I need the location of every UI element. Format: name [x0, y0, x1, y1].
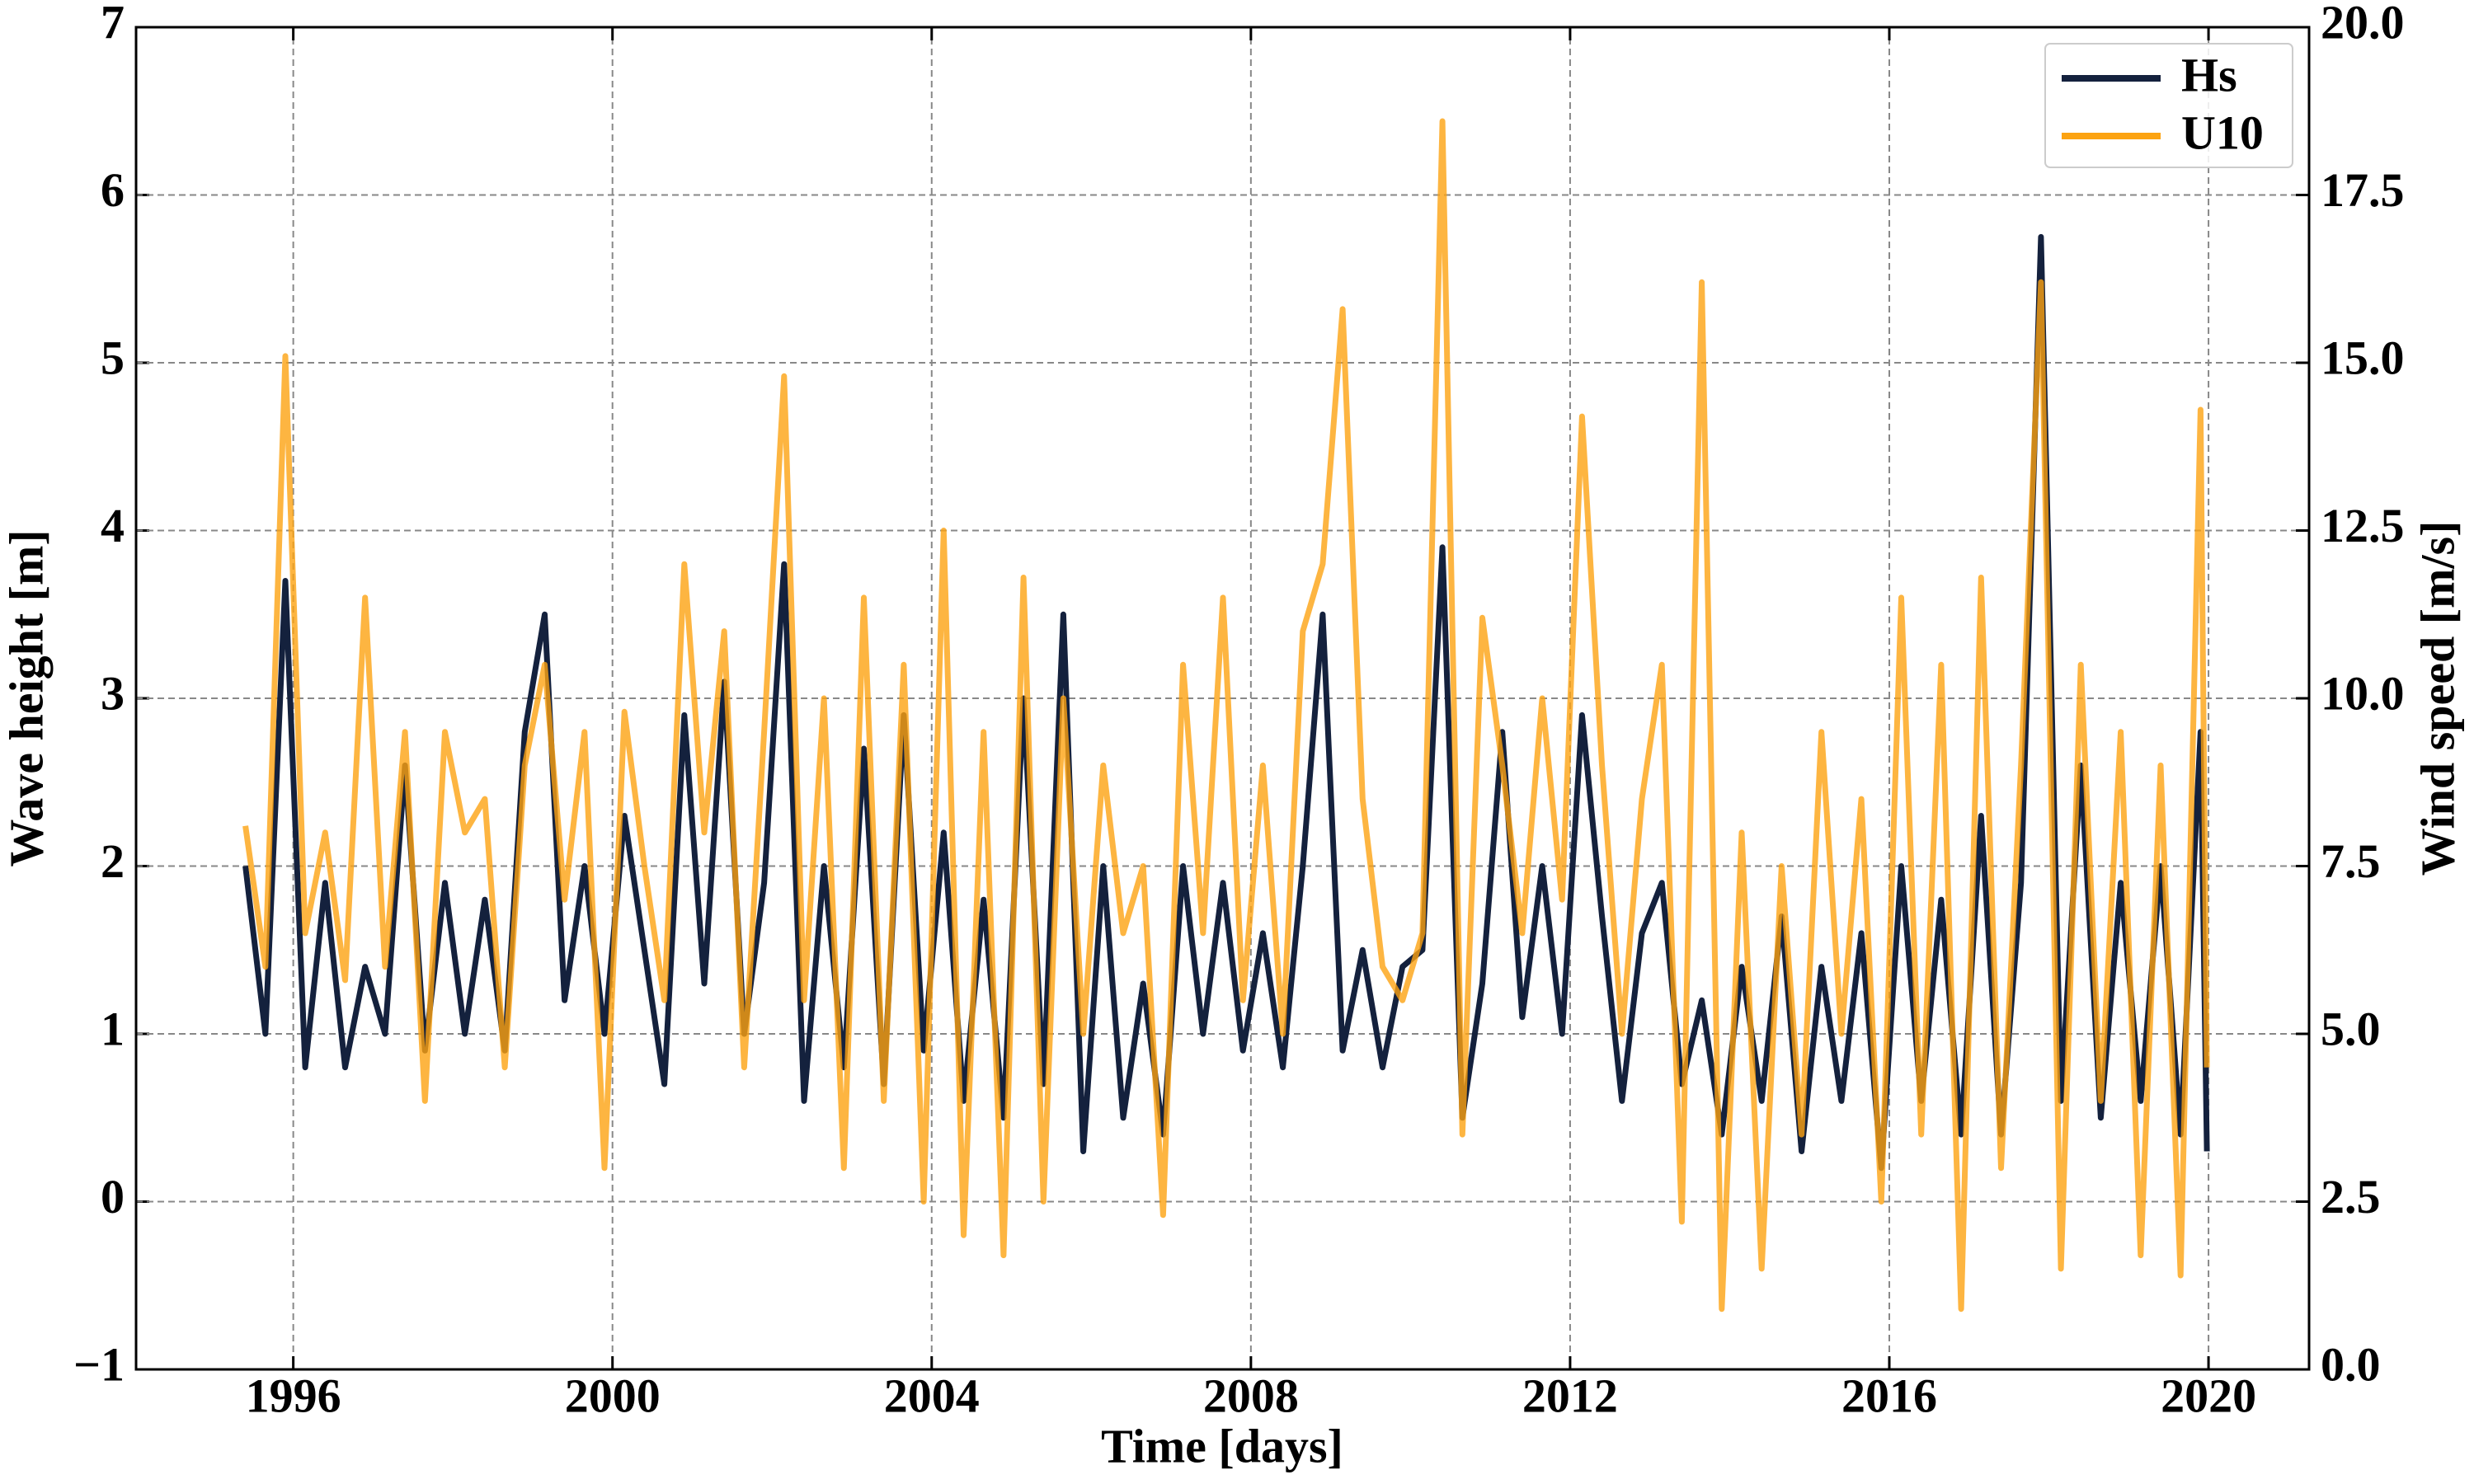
y2-tick-label: 2.5	[2321, 1170, 2381, 1223]
y2-tick-label: 7.5	[2321, 834, 2381, 888]
y2-tick-label: 12.5	[2321, 499, 2405, 552]
y-tick-label: 7	[101, 0, 125, 49]
y-tick-label: 3	[101, 666, 125, 720]
x-axis-label: Time [days]	[1101, 1419, 1343, 1472]
y-tick-label: 4	[101, 499, 125, 552]
y2-tick-label: 17.5	[2321, 163, 2405, 217]
legend-label: U10	[2181, 106, 2264, 159]
y2-axis-label: Wind speed [m/s]	[2411, 521, 2464, 876]
y-axis-label: Wave height [m]	[0, 529, 53, 866]
y-tick-label: 0	[101, 1170, 125, 1223]
legend-label: Hs	[2181, 48, 2237, 101]
data-line	[242, 233, 2210, 1172]
x-tick-label: 2020	[2161, 1369, 2256, 1422]
x-tick-label: 2000	[565, 1369, 661, 1422]
plot-frame	[134, 26, 2311, 1371]
x-tick-label: 2016	[1841, 1369, 1937, 1422]
y-tick-label: 1	[101, 1002, 125, 1055]
x-tick-label: 2004	[884, 1369, 980, 1422]
y2-tick-label: 20.0	[2321, 0, 2405, 49]
y2-tick-label: 15.0	[2321, 331, 2405, 384]
y-tick-label: −1	[73, 1337, 125, 1391]
x-tick-label: 1996	[246, 1369, 341, 1422]
y2-tick-label: 10.0	[2321, 666, 2405, 720]
y2-tick-label: 0.0	[2321, 1337, 2381, 1391]
x-tick-label: 2012	[1522, 1369, 1618, 1422]
y-tick-label: 5	[101, 331, 125, 384]
y2-tick-label: 5.0	[2321, 1002, 2381, 1055]
x-tick-label: 2008	[1203, 1369, 1299, 1422]
y-tick-label: 2	[101, 834, 125, 888]
y-tick-label: 6	[101, 163, 125, 217]
data-line	[242, 118, 2210, 1313]
